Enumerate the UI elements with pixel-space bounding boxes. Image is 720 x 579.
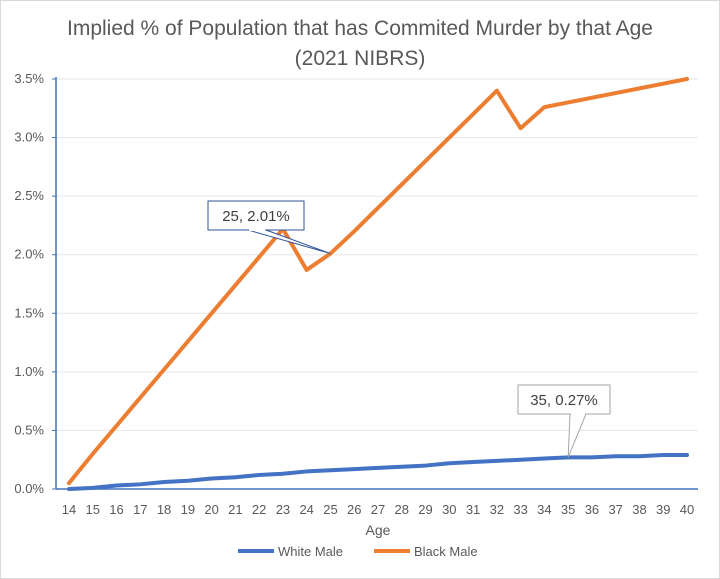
x-tick-label: 33 [513,502,527,517]
y-tick-label: 1.5% [14,305,44,320]
x-tick-label: 36 [585,502,599,517]
y-tick-label: 2.0% [14,247,44,262]
callout-box [517,384,611,415]
x-tick-label: 28 [395,502,409,517]
y-tick-label: 0.5% [14,422,44,437]
y-tick-label: 0.0% [14,481,44,496]
x-tick-label: 26 [347,502,361,517]
data-callout: 35, 0.27% [517,384,611,458]
x-tick-label: 20 [204,502,218,517]
x-tick-label: 14 [62,502,76,517]
legend-item: Black Male [374,544,478,559]
series-line-white-male [67,453,689,491]
y-tick-labels: 0.0% 0.5% 1.0% 1.5% 2.0% 2.5% 3.0% 3.5% [14,71,44,496]
callout-pointer [247,229,331,255]
x-tick-label: 37 [608,502,622,517]
x-tick-label: 39 [656,502,670,517]
x-tick-label: 34 [537,502,551,517]
legend: White Male Black Male [238,544,478,559]
x-tick-label: 29 [418,502,432,517]
y-tick-label: 1.0% [14,364,44,379]
callout-label: 25, 2.01% [222,208,290,225]
x-tick-label: 17 [133,502,147,517]
x-tick-label: 22 [252,502,266,517]
x-tick-label: 30 [442,502,456,517]
x-axis-title: Age [366,522,391,538]
legend-item: White Male [238,544,343,559]
y-tick-label: 3.5% [14,71,44,86]
x-tick-label: 19 [181,502,195,517]
x-tick-label: 40 [680,502,694,517]
x-tick-label: 38 [632,502,646,517]
x-tick-label: 23 [276,502,290,517]
x-tick-label: 27 [371,502,385,517]
x-tick-label: 35 [561,502,575,517]
legend-label: White Male [278,544,343,559]
x-tick-label: 16 [109,502,123,517]
callout-pointer [567,413,587,458]
x-tick-label: 18 [157,502,171,517]
x-tick-label: 31 [466,502,480,517]
x-tick-label: 15 [86,502,100,517]
x-tick-label: 32 [490,502,504,517]
x-tick-labels: 14 15 16 17 18 19 20 21 22 23 24 25 26 27 28 29 30 31 32 33… [62,502,694,517]
legend-label: Black Male [414,544,478,559]
series-line-black-male [67,77,689,486]
x-tick-label: 24 [299,502,313,517]
y-tick-label: 2.5% [14,188,44,203]
series-lines [67,77,689,491]
callout-label: 35, 0.27% [530,392,598,409]
gridlines [52,78,698,490]
data-callouts: 25, 2.01% 35, 0.27% [207,200,611,458]
x-tick-label: 21 [228,502,242,517]
y-tick-label: 3.0% [14,130,44,145]
chart-title: Implied % of Population that has Commite… [67,17,653,70]
axes [55,77,698,490]
x-tick-label: 25 [323,502,337,517]
data-callout: 25, 2.01% [207,200,331,255]
